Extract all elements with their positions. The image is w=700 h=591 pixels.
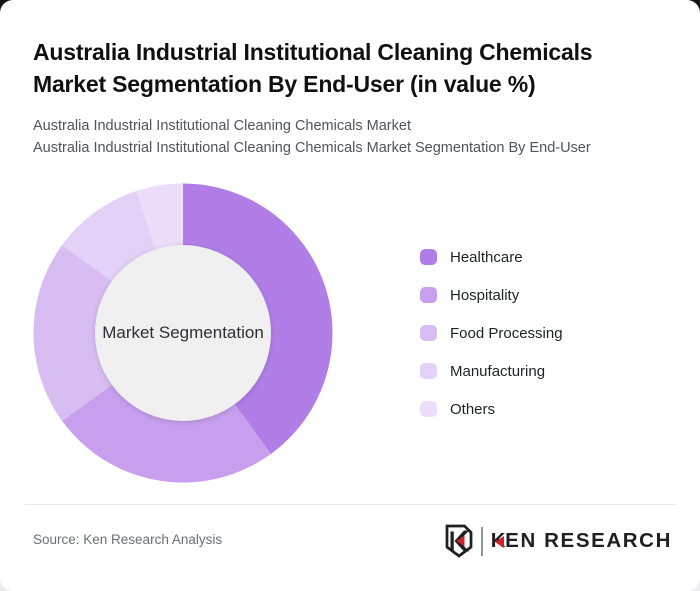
legend-item-food-processing: Food Processing [420, 314, 563, 352]
legend-item-healthcare: Healthcare [420, 238, 563, 276]
donut-chart: Market Segmentation [33, 183, 333, 483]
logo-red-triangle-icon [495, 536, 505, 548]
ken-research-shield-k-icon [445, 524, 473, 558]
source-text: Source: Ken Research Analysis [33, 532, 223, 547]
legend-label: Healthcare [450, 248, 523, 266]
legend-swatch-icon [420, 401, 437, 417]
legend-label: Manufacturing [450, 362, 546, 380]
legend-label: Hospitality [450, 286, 520, 304]
legend-swatch-icon [420, 325, 437, 341]
subtitle-line-1: Australia Industrial Institutional Clean… [33, 118, 411, 134]
page-title: Australia Industrial Institutional Clean… [33, 36, 673, 100]
donut-inner-circle [95, 245, 271, 421]
subtitle-line-2: Australia Industrial Institutional Clean… [33, 140, 591, 156]
legend-item-others: Others [420, 390, 563, 428]
ken-research-logo: K EN RESEARCH [444, 522, 672, 560]
legend-item-hospitality: Hospitality [420, 276, 563, 314]
page-title-line-1: Australia Industrial Institutional Clean… [33, 39, 593, 65]
legend-label: Others [450, 400, 496, 418]
chart-legend: Healthcare Hospitality Food Processing Manu… [420, 238, 563, 428]
legend-label: Food Processing [450, 324, 563, 342]
logo-divider-bar [480, 526, 483, 556]
logo-wordmark: K EN RESEARCH [491, 529, 672, 553]
legend-swatch-icon [420, 249, 437, 265]
logo-wordmark-rest: EN RESEARCH [505, 529, 672, 552]
legend-item-manufacturing: Manufacturing [420, 352, 563, 390]
footer-divider [25, 504, 675, 505]
donut-chart-svg [33, 183, 333, 483]
legend-swatch-icon [420, 363, 437, 379]
page-subtitle: Australia Industrial Institutional Clean… [33, 115, 683, 159]
legend-swatch-icon [420, 287, 437, 303]
page-title-line-2: Market Segmentation By End-User (in valu… [33, 71, 536, 97]
